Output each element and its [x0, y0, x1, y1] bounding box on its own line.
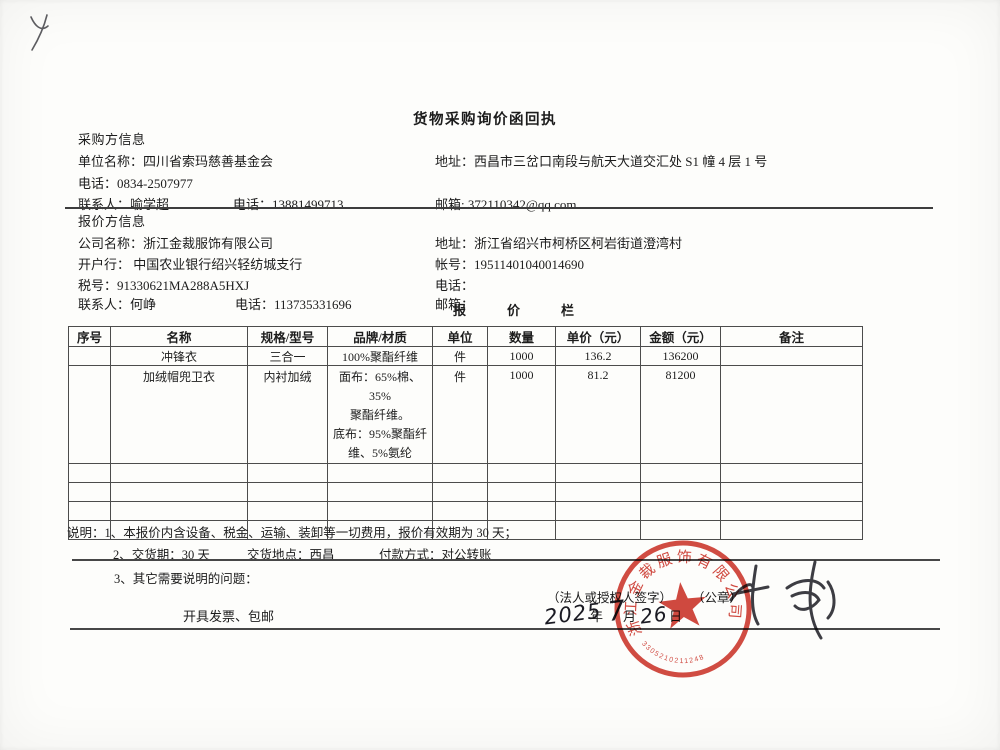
table-cell: 81200 [640, 365, 721, 464]
table-cell: 1000 [487, 365, 556, 464]
seller-bank: 开户行： 中国农业银行绍兴轻纺城支行 [78, 257, 303, 272]
table-row: 冲锋衣 三合一 100%聚酯纤维 件 1000 136.2 136200 [68, 346, 863, 366]
footer-divider-1 [72, 559, 940, 561]
buyer-contact: 联系人：喻学超 [78, 197, 170, 212]
header-cell: 单位 [432, 326, 488, 347]
header-cell: 规格/型号 [247, 326, 328, 347]
seller-contact: 联系人：何峥 [78, 297, 157, 312]
table-cell: 1000 [487, 346, 556, 366]
table-cell [720, 365, 863, 464]
note-line-1: 说明：1、本报价内含设备、税金、运输、装卸等一切费用，报价有效期为 30 天； [67, 526, 518, 540]
company-seal: 浙江金裁服饰有限公司 3305210211248 [614, 540, 752, 678]
table-cell: 三合一 [247, 346, 328, 366]
sign-label: （法人或授权人签字） [547, 591, 673, 605]
header-cell: 序号 [68, 326, 111, 347]
table-cell: 冲锋衣 [110, 346, 248, 366]
buyer-section-heading: 采购方信息 [78, 132, 146, 147]
seller-phone: 电话： [435, 278, 475, 293]
table-empty-row [68, 520, 863, 540]
table-cell: 100%聚酯纤维 [327, 346, 433, 366]
table-cell [68, 346, 111, 366]
quotation-table: 序号 名称 规格/型号 品牌/材质 单位 数量 单价（元） 金额（元） 备注 冲… [68, 326, 863, 540]
buyer-contact-phone: 电话：13881499713 [233, 197, 344, 212]
table-cell: 加绒帽兜卫衣 [110, 365, 248, 464]
table-cell: 件 [432, 346, 488, 366]
invoice-note: 开具发票、包邮 [183, 609, 275, 624]
table-cell: 面布：65%棉、35% 聚酯纤维。 底布：95%聚酯纤 维、5%氨纶 [327, 365, 433, 464]
header-cell: 单价（元） [555, 326, 641, 347]
date-year-suffix: 年 [590, 609, 604, 624]
section-divider [65, 207, 933, 209]
table-empty-row [68, 482, 863, 502]
header-cell: 名称 [110, 326, 248, 347]
seal-star-icon [658, 582, 706, 629]
seller-section-heading: 报价方信息 [78, 214, 146, 229]
note-payment-method: 付款方式：对公转账 [379, 548, 492, 562]
table-header-row: 序号 名称 规格/型号 品牌/材质 单位 数量 单价（元） 金额（元） 备注 [68, 326, 863, 347]
header-cell: 品牌/材质 [327, 326, 433, 347]
document-title: 货物采购询价函回执 [413, 112, 557, 128]
note-delivery-term: 2、交货期：30 天 [113, 548, 210, 562]
seller-account: 帐号：19511401040014690 [435, 257, 585, 272]
buyer-address: 地址：西昌市三岔口南段与航天大道交汇处 S1 幢 4 层 1 号 [435, 154, 768, 169]
buyer-unit-name: 单位名称：四川省索玛慈善基金会 [78, 154, 274, 169]
header-cell: 金额（元） [640, 326, 721, 347]
buyer-phone: 电话：0834-2507977 [78, 176, 193, 191]
seller-tax-no: 税号：91330621MA288A5HXJ [78, 278, 250, 293]
table-cell: 件 [432, 365, 488, 464]
header-cell: 备注 [720, 326, 863, 347]
table-cell: 136.2 [555, 346, 641, 366]
header-cell: 数量 [487, 326, 556, 347]
seal-label: （公章） [692, 591, 743, 605]
table-cell: 136200 [640, 346, 721, 366]
table-cell [68, 365, 111, 464]
table-cell: 81.2 [555, 365, 641, 464]
table-empty-row [68, 463, 863, 483]
seller-address: 地址：浙江省绍兴市柯桥区柯岩街道澄湾村 [435, 236, 683, 251]
buyer-email: 邮箱: 372110342@qq.com [435, 197, 577, 212]
table-empty-row [68, 501, 863, 521]
table-cell [720, 346, 863, 366]
note-delivery-place: 交货地点：西昌 [247, 548, 335, 562]
note-line-3: 3、其它需要说明的问题： [114, 572, 258, 586]
quote-section-heading: 报 价 栏 [453, 303, 589, 318]
seller-company-name: 公司名称：浙江金裁服饰有限公司 [78, 236, 274, 251]
date-month-suffix: 月 [623, 609, 637, 624]
footer-divider-2 [70, 628, 940, 630]
table-row: 加绒帽兜卫衣 内衬加绒 面布：65%棉、35% 聚酯纤维。 底布：95%聚酯纤 … [68, 365, 863, 464]
table-cell: 内衬加绒 [247, 365, 328, 464]
pen-mark [30, 14, 49, 51]
seller-contact-phone: 电话：113735331696 [235, 297, 352, 312]
seller-email: 邮箱： [435, 297, 475, 312]
